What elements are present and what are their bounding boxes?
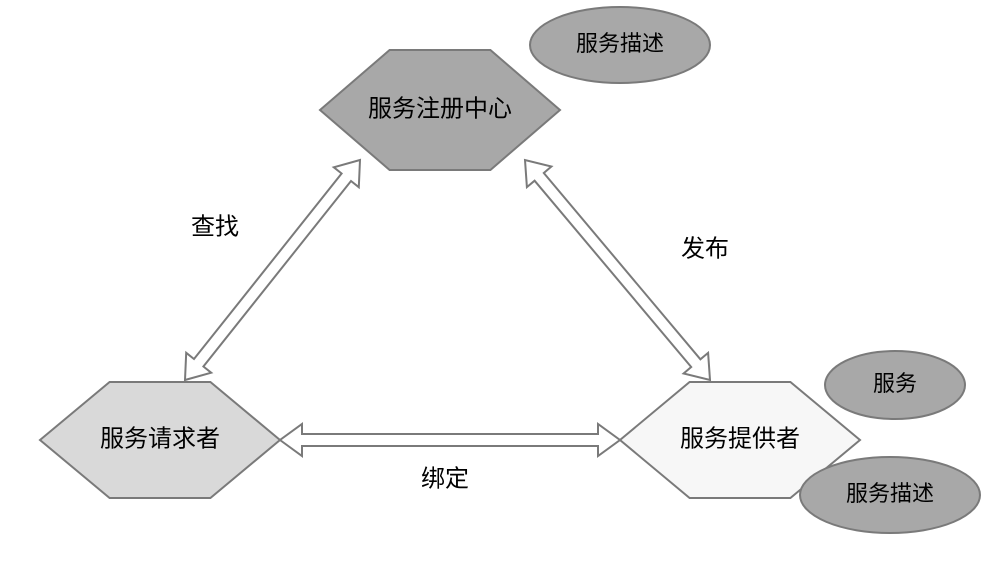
edge-bind — [280, 424, 620, 456]
node-label-svc: 服务 — [873, 371, 917, 396]
node-label-provider: 服务提供者 — [680, 425, 800, 452]
soa-diagram: 查找发布绑定服务注册中心服务请求者服务提供者服务描述服务服务描述 — [0, 0, 1000, 570]
edge-find — [185, 160, 360, 380]
edge-publish — [525, 160, 710, 380]
node-label-desc_top: 服务描述 — [576, 31, 664, 56]
edges-layer — [185, 160, 710, 456]
node-label-requester: 服务请求者 — [100, 425, 220, 452]
edge-label-bind: 绑定 — [421, 465, 469, 492]
node-label-registry: 服务注册中心 — [368, 95, 512, 122]
edge-label-publish: 发布 — [681, 235, 729, 262]
shapes-layer — [40, 7, 980, 533]
node-label-desc_bottom: 服务描述 — [846, 481, 934, 506]
edge-label-find: 查找 — [191, 213, 239, 240]
